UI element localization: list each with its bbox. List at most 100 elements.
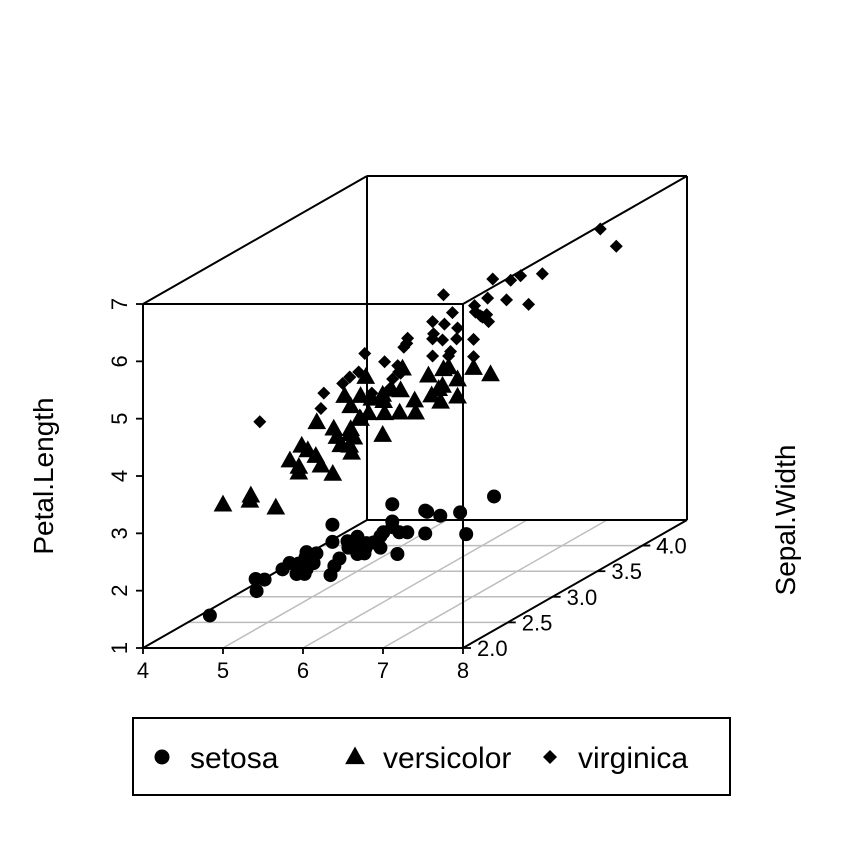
y-tick-label: 3.0 xyxy=(567,585,598,610)
y-tick-label: 2.0 xyxy=(477,636,508,661)
z-axis-title: Petal.Length xyxy=(28,397,59,554)
point-virginica xyxy=(365,386,379,400)
point-virginica xyxy=(336,376,350,390)
point-versicolor xyxy=(289,462,309,480)
point-setosa xyxy=(487,489,502,504)
z-tick-label: 2 xyxy=(107,585,132,597)
point-versicolor xyxy=(335,386,354,403)
point-virginica xyxy=(468,305,482,319)
point-virginica xyxy=(450,332,464,346)
point-virginica xyxy=(593,222,607,236)
point-virginica xyxy=(522,297,536,311)
point-versicolor xyxy=(341,396,361,414)
point-versicolor xyxy=(439,357,458,375)
point-versicolor xyxy=(464,358,483,375)
legend-box xyxy=(132,717,731,796)
box-edge xyxy=(462,519,688,649)
point-setosa xyxy=(385,514,400,529)
point-versicolor xyxy=(356,367,376,384)
x-tick-label: 4 xyxy=(137,658,149,683)
point-virginica xyxy=(253,415,267,429)
legend-item-virginica: virginica xyxy=(543,742,688,775)
series-versicolor xyxy=(213,357,500,515)
point-versicolor xyxy=(359,403,378,421)
point-virginica xyxy=(343,370,357,384)
y-tick-label: 4. xyxy=(656,534,674,559)
point-versicolor xyxy=(307,412,327,430)
legend-diamond-icon xyxy=(543,750,557,764)
point-virginica xyxy=(467,332,481,346)
point-virginica xyxy=(467,350,481,364)
z-tick-label: 4 xyxy=(107,470,132,482)
legend-item-setosa: setosa xyxy=(154,742,279,775)
point-virginica xyxy=(480,308,494,322)
point-virginica xyxy=(500,293,514,307)
point-virginica xyxy=(481,291,495,305)
point-virginica xyxy=(317,386,331,400)
x-tick-label: 7 xyxy=(377,658,389,683)
point-setosa xyxy=(325,517,340,532)
series-setosa xyxy=(202,489,502,623)
point-setosa xyxy=(376,525,391,540)
point-setosa xyxy=(459,527,474,542)
point-setosa xyxy=(392,525,407,540)
z-tick-label: 3 xyxy=(107,527,132,539)
point-versicolor xyxy=(331,435,351,453)
point-setosa xyxy=(350,547,365,562)
point-virginica xyxy=(535,267,549,281)
z-axis-ticks: 1 2 3 4 5 6 7 xyxy=(107,298,143,654)
box-edge xyxy=(462,175,688,305)
point-virginica xyxy=(436,333,450,347)
point-versicolor xyxy=(481,364,500,382)
point-versicolor xyxy=(374,391,394,409)
point-virginica xyxy=(400,336,414,350)
floor-grid-line xyxy=(222,519,448,649)
point-virginica xyxy=(442,349,456,363)
point-versicolor xyxy=(431,391,450,409)
point-versicolor xyxy=(341,419,361,437)
point-versicolor xyxy=(350,408,370,426)
point-virginica xyxy=(486,272,500,286)
point-setosa xyxy=(350,529,365,544)
point-versicolor xyxy=(280,450,300,468)
point-versicolor xyxy=(344,427,364,445)
point-versicolor xyxy=(240,490,260,508)
point-setosa xyxy=(390,547,405,562)
point-versicolor xyxy=(323,463,343,481)
point-virginica xyxy=(378,355,392,369)
floor-grid-line xyxy=(302,519,528,649)
point-versicolor xyxy=(351,386,370,403)
z-tick-label: 5 xyxy=(107,413,132,425)
z-tick-label: 7 xyxy=(107,298,132,310)
point-virginica xyxy=(504,273,518,287)
x-axis-ticks: 4 5 6 7 8 xyxy=(137,648,469,683)
point-versicolor xyxy=(311,455,331,473)
point-virginica xyxy=(451,321,465,335)
axes: 4 5 6 7 8 2.0 2.5 3.0 3.5 4.04. 1 2 3 4 5 6 7 Petal.Le… xyxy=(28,298,801,683)
data-points xyxy=(202,222,623,623)
point-virginica xyxy=(358,347,372,361)
point-versicolor xyxy=(419,365,438,383)
point-versicolor xyxy=(213,494,233,512)
point-versicolor xyxy=(298,440,318,458)
point-virginica xyxy=(426,349,440,363)
point-setosa xyxy=(332,551,347,566)
y-axis-title: Sepal.Width xyxy=(770,445,801,596)
point-versicolor xyxy=(375,403,394,421)
y-tick-label: 4.0 xyxy=(656,534,687,559)
point-versicolor xyxy=(266,497,286,515)
point-versicolor xyxy=(448,386,467,404)
y-axis-ticks: 2.0 2.5 3.0 3.5 4.04. xyxy=(463,534,687,661)
point-versicolor xyxy=(306,446,326,463)
legend-label: versicolor xyxy=(383,742,511,775)
point-versicolor xyxy=(324,418,344,436)
point-virginica xyxy=(386,372,400,386)
point-setosa xyxy=(306,556,321,571)
box-edge xyxy=(142,175,368,305)
point-virginica xyxy=(384,382,398,396)
point-virginica xyxy=(426,315,440,329)
z-tick-label: 1 xyxy=(107,642,132,654)
x-tick-label: 8 xyxy=(457,658,469,683)
point-versicolor xyxy=(391,380,410,398)
point-versicolor xyxy=(405,390,425,408)
